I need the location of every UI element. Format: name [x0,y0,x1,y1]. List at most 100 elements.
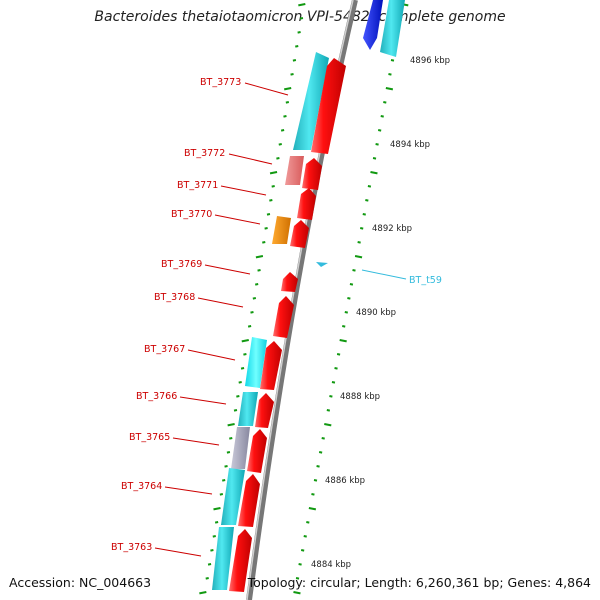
gene-label-bt3769: BT_3769 [161,259,202,270]
scale-tick [222,479,226,482]
scale-tick [213,507,221,511]
scale-tick [311,493,315,496]
scale-tick [329,395,333,398]
scale-tick [390,59,395,62]
scale-tick [226,451,231,454]
cds-bt3764-fwd [238,474,260,527]
reverse-strand-genes [212,0,405,590]
scale-tick [385,87,394,91]
scale-tick [210,549,214,552]
scale-tick [383,101,387,104]
kbp-label-4884: 4884 kbp [311,560,351,570]
cds-bt3770 [272,216,291,244]
scale-tick [295,577,300,580]
scale-tick [212,535,216,538]
scale-tick [207,563,212,566]
scale-tick [334,367,338,370]
gene-label-bt3771: BT_3771 [177,180,218,191]
kbp-label-4894: 4894 kbp [390,140,430,150]
scale-tick [240,367,245,370]
kbp-label-4892: 4892 kbp [372,224,412,234]
cds-bt3763-fwd [229,529,252,592]
scale-tick [306,521,310,524]
scale-tick [266,213,271,216]
gene-label-leaders [154,82,289,557]
scale-tick [283,115,287,118]
scale-tick [250,311,254,314]
scale-tick [285,101,290,104]
scale-tick [293,591,301,595]
scale-tick [290,73,294,76]
scale-tick [321,437,325,440]
kbp-label-4886: 4886 kbp [325,476,365,486]
scale-tick [257,269,261,272]
cds-bt3769-fwd [281,272,298,292]
scale-tick [308,507,317,511]
cds-top-cyan [380,0,405,57]
scale-tick [380,115,384,118]
gene-label-bt3770: BT_3770 [171,209,212,220]
scale-tick [227,423,235,427]
scale-tick [269,171,278,175]
scale-tick [299,17,304,20]
scale-tick [255,255,264,259]
scale-tick [342,325,346,328]
scale-tick [326,409,331,412]
scale-tick [278,143,282,146]
cds-bt3767-fwd [260,341,282,390]
scale-tick [367,185,372,188]
cds-bt3772-fwd [302,158,322,190]
cds-bt3768-fwd [273,296,294,338]
gene-label-bt3772: BT_3772 [184,148,225,159]
gene-label-bt3764: BT_3764 [121,481,162,492]
cds-bt3770-fwd [290,220,309,248]
scale-tick [357,241,361,244]
scale-tick [388,73,392,76]
cds-bt3772 [285,156,304,185]
scale-tick [324,423,332,427]
scale-tick [318,451,323,454]
scale-tick [300,549,305,552]
scale-tick [365,199,369,202]
forward-strand-genes [229,58,346,592]
kbp-scale-labels: 4896 kbp 4894 kbp 4892 kbp 4890 kbp 4888… [311,56,450,570]
cds-top-blue [363,0,383,50]
scale-tick [316,465,320,468]
scale-tick [280,129,285,132]
gene-label-bt3768: BT_3768 [154,292,195,303]
scale-tick [298,3,306,7]
trna-marker-icon [316,262,328,267]
inner-scale-ticks [199,3,306,595]
scale-tick [229,437,233,440]
scale-tick [336,353,341,356]
kbp-label-4888: 4888 kbp [340,392,380,402]
scale-tick [362,213,366,216]
scale-tick [219,493,224,496]
gene-label-bt3763: BT_3763 [111,542,152,553]
scale-tick [276,157,280,160]
scale-tick [349,283,354,286]
scale-tick [233,409,238,412]
cds-bt3773 [293,52,329,150]
scale-tick [243,353,247,356]
gene-label-bt3767: BT_3767 [144,344,185,355]
gene-labels: BT_3773 BT_3772 BT_3771 BT_3770 BT_3769 … [111,77,241,553]
cds-bt3765-fwd [247,429,267,473]
scale-tick [292,59,297,62]
cds-bt3773-fwd [311,58,346,154]
cds-bt3764 [221,468,245,525]
gene-label-bt3766: BT_3766 [136,391,177,402]
gene-label-bt3765: BT_3765 [129,432,170,443]
scale-tick [354,255,363,259]
scale-tick [236,395,240,398]
scale-tick [241,339,249,343]
scale-tick [247,325,252,328]
accession-text: Accession: NC_004663 [9,575,152,590]
scale-tick [313,479,318,482]
scale-tick [252,297,257,300]
scale-tick [264,227,268,230]
gene-label-bt3773: BT_3773 [200,77,241,88]
scale-tick [370,171,378,175]
scale-tick [375,143,379,146]
scale-tick [224,465,228,468]
